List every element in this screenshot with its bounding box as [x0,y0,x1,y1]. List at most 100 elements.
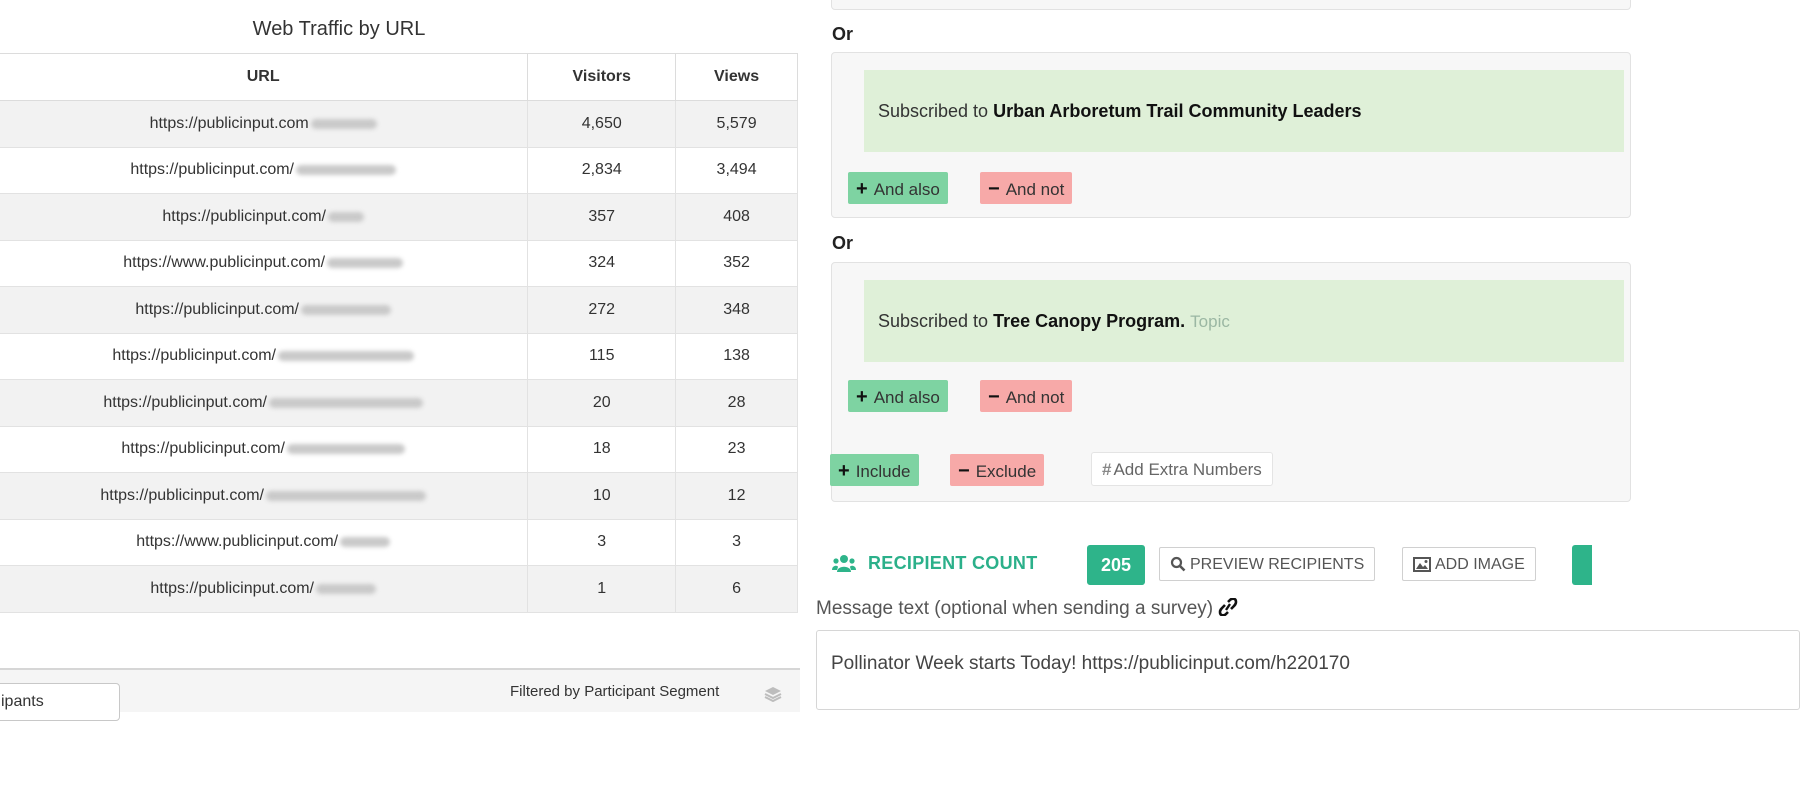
table-row: https://www.publicinput.com/ 324 352 [0,239,798,287]
views-cell: 23 [675,425,798,473]
search-icon [1170,556,1186,572]
visitors-cell: 324 [527,239,677,287]
visitors-cell: 20 [527,379,677,427]
plus-icon: + [856,178,868,200]
audience-builder-panel: Or Subscribed to Urban Arboretum Trail C… [816,0,1800,800]
visitors-cell: 115 [527,332,677,380]
include-button[interactable]: + Include [830,454,919,486]
minus-icon: − [958,460,970,482]
url-cell: https://publicinput.com/ [0,332,529,380]
visitors-cell: 18 [527,425,677,473]
minus-icon: − [988,178,1000,200]
column-header-url[interactable]: URL [0,53,529,101]
recipient-count-label: RECIPIENT COUNT [868,553,1038,573]
table-row: https://www.publicinput.com/ 3 3 [0,518,798,566]
or-label: Or [832,24,854,44]
url-text: https://publicinput.com/ [121,440,285,458]
message-text-label-text: Message text (optional when sending a su… [816,598,1214,619]
column-header-visitors[interactable]: Visitors [527,53,677,101]
redacted-path [327,211,364,222]
recipient-count-badge: 205 [1087,545,1145,585]
column-header-views[interactable]: Views [675,53,798,101]
table-row: https://publicinput.com/ 357 408 [0,193,798,241]
layers-icon[interactable] [764,686,782,702]
table-header-row: URL Visitors Views [0,53,798,101]
url-cell: https://www.publicinput.com/ [0,518,529,566]
message-text-label: Message text (optional when sending a su… [816,597,1238,620]
exclude-button[interactable]: − Exclude [950,454,1045,486]
users-icon [832,555,856,572]
table-row: https://publicinput.com/ 20 28 [0,379,798,427]
table-row: https://publicinput.com/ 18 23 [0,425,798,473]
url-text: https://publicinput.com/ [100,486,264,504]
add-extra-numbers-button[interactable]: # Add Extra Numbers [1091,452,1273,486]
and-also-label: And also [873,180,940,199]
add-image-label: ADD IMAGE [1435,556,1525,573]
visitors-cell: 1 [527,565,677,613]
visitors-cell: 3 [527,518,677,566]
visitors-cell: 10 [527,472,677,520]
table-footer-bar [0,668,800,712]
table-title: Web Traffic by URL [252,18,426,40]
condition-prefix: Subscribed to [878,101,989,121]
visitors-cell: 2,834 [527,146,677,194]
hash-icon: # [1102,460,1112,479]
url-text: https://publicinput.com [149,114,309,132]
plus-icon: + [856,386,868,408]
and-not-label: And not [1005,388,1065,407]
plus-icon: + [838,460,850,482]
table-row: https://publicinput.com/ 1 6 [0,565,798,613]
add-image-button[interactable]: ADD IMAGE [1402,547,1536,581]
add-extra-numbers-label: Add Extra Numbers [1113,460,1262,479]
condition-subscribed: Subscribed to Urban Arboretum Trail Comm… [864,70,1624,152]
and-also-button[interactable]: + And also [848,172,948,204]
include-label: Include [855,462,911,481]
redacted-path [310,118,377,129]
message-text-input[interactable]: Pollinator Week starts Today! https://pu… [816,630,1800,710]
and-not-button[interactable]: − And not [980,380,1073,412]
condition-prefix: Subscribed to [878,311,989,331]
condition-group-1: Subscribed to Urban Arboretum Trail Comm… [831,52,1631,218]
url-cell: https://publicinput.com/ [0,193,529,241]
preview-recipients-button[interactable]: PREVIEW RECIPIENTS [1159,547,1376,581]
url-text: https://publicinput.com/ [135,300,299,318]
url-text: https://publicinput.com/ [112,347,276,365]
redacted-path [300,304,391,315]
condition-group-2: Subscribed to Tree Canopy Program. Topic… [830,262,1631,502]
table-row: https://publicinput.com/ 2,834 3,494 [0,146,798,194]
redacted-path [295,165,396,176]
redacted-path [268,397,423,408]
url-text: https://publicinput.com/ [162,207,326,225]
url-cell: https://publicinput.com/ [0,146,529,194]
link-icon[interactable] [1218,597,1238,617]
url-text: https://publicinput.com/ [130,161,294,179]
condition-name: Tree Canopy Program. [993,311,1186,331]
recipient-count-row: RECIPIENT COUNT 205 PREVIEW RECIPIENTS A… [832,544,1800,585]
views-cell: 348 [675,286,798,334]
url-cell: https://publicinput.com/ [0,472,529,520]
condition-name: Urban Arboretum Trail Community Leaders [993,101,1362,121]
url-cell: https://publicinput.com [0,100,529,148]
url-text: https://publicinput.com/ [150,579,314,597]
redacted-path [265,490,426,501]
web-traffic-panel: Web Traffic by URL URL Visitors Views ht… [0,0,800,800]
and-not-label: And not [1005,180,1065,199]
exclude-label: Exclude [975,462,1037,481]
preview-recipients-label: PREVIEW RECIPIENTS [1190,556,1365,573]
views-cell: 12 [675,472,798,520]
condition-type-tag: Topic [1190,312,1230,331]
url-cell: https://publicinput.com/ [0,425,529,473]
segment-select[interactable]: ipants [0,683,120,721]
views-cell: 3 [675,518,798,566]
visitors-cell: 357 [527,193,677,241]
views-cell: 6 [675,565,798,613]
and-not-button[interactable]: − And not [980,172,1073,204]
table-row: https://publicinput.com 4,650 5,579 [0,100,798,148]
url-cell: https://publicinput.com/ [0,286,529,334]
redacted-path [277,351,414,362]
and-also-label: And also [873,388,940,407]
redacted-path [327,258,404,269]
and-also-button[interactable]: + And also [848,380,948,412]
send-button-edge[interactable] [1572,545,1592,585]
visitors-cell: 272 [527,286,677,334]
